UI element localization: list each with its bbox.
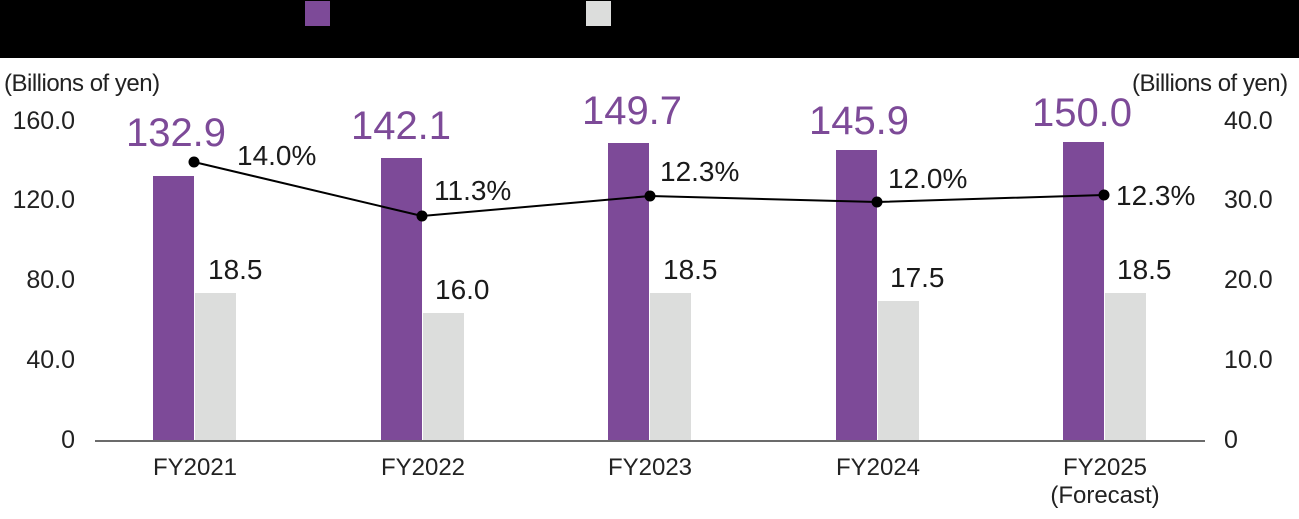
ratio-point-fy2021 <box>188 156 200 168</box>
bar-secondary-fy2023 <box>650 293 691 441</box>
label-secondary-fy2022: 16.0 <box>435 274 490 305</box>
bar-secondary-fy2021 <box>195 293 236 441</box>
category-sublabel: (Forecast) <box>1050 481 1160 509</box>
label-primary-fy2022: 142.1 <box>350 104 452 148</box>
left-tick-120: 120.0 <box>12 186 75 214</box>
ratio-point-fy2022 <box>416 210 428 222</box>
left-tick-0: 0 <box>61 426 75 454</box>
category-label: FY2022 <box>380 454 466 481</box>
legend-swatch-primary <box>305 1 330 26</box>
bar-primary-fy2024 <box>836 150 877 441</box>
right-tick-20: 20.0 <box>1224 266 1273 294</box>
label-secondary-fy2024: 17.5 <box>890 262 945 293</box>
category-fy2022: FY2022 <box>381 454 465 482</box>
ratio-point-fy2024 <box>871 196 883 208</box>
left-tick-160: 160.0 <box>12 107 75 135</box>
label-primary-fy2021: 132.9 <box>125 111 227 155</box>
right-tick-40: 40.0 <box>1224 107 1273 135</box>
category-fy2025: FY2025 (Forecast) <box>1050 454 1159 509</box>
category-fy2024: FY2024 <box>836 454 920 482</box>
category-label: FY2025 <box>1062 454 1148 481</box>
label-secondary-fy2021: 18.5 <box>208 254 263 285</box>
label-secondary-fy2023: 18.5 <box>663 254 718 285</box>
right-tick-10: 10.0 <box>1224 346 1273 374</box>
bar-primary-fy2021 <box>153 176 194 441</box>
category-label: FY2023 <box>607 454 693 481</box>
category-fy2023: FY2023 <box>608 454 692 482</box>
right-tick-30: 30.0 <box>1224 186 1273 214</box>
left-tick-80: 80.0 <box>26 266 75 294</box>
left-axis-unit: (Billions of yen) <box>4 70 160 97</box>
label-primary-fy2023: 149.7 <box>581 89 683 133</box>
label-ratio-fy2022: 11.3% <box>434 175 512 206</box>
bar-secondary-fy2025 <box>1105 293 1146 441</box>
category-fy2021: FY2021 <box>153 454 237 482</box>
bar-primary-fy2025 <box>1063 142 1104 441</box>
category-label: FY2024 <box>835 454 921 481</box>
bar-secondary-fy2024 <box>878 301 919 441</box>
right-tick-0: 0 <box>1224 426 1238 454</box>
bar-primary-fy2022 <box>381 158 422 441</box>
label-ratio-fy2021: 14.0% <box>237 140 317 171</box>
ratio-point-fy2025 <box>1098 189 1110 201</box>
bar-primary-fy2023 <box>608 143 649 441</box>
legend-band <box>0 0 1299 58</box>
legend-swatch-secondary <box>586 1 611 26</box>
x-axis-baseline <box>95 440 1205 442</box>
right-axis-unit: (Billions of yen) <box>1132 70 1288 97</box>
category-label: FY2021 <box>152 454 238 481</box>
label-ratio-fy2024: 12.0% <box>888 163 968 194</box>
label-ratio-fy2023: 12.3% <box>660 156 740 187</box>
ratio-point-fy2023 <box>644 190 656 202</box>
label-secondary-fy2025: 18.5 <box>1117 254 1172 285</box>
label-primary-fy2024: 145.9 <box>808 99 910 143</box>
bar-secondary-fy2022 <box>423 313 464 441</box>
label-ratio-fy2025: 12.3% <box>1116 180 1196 211</box>
label-primary-fy2025: 150.0 <box>1031 91 1133 135</box>
left-tick-40: 40.0 <box>26 346 75 374</box>
